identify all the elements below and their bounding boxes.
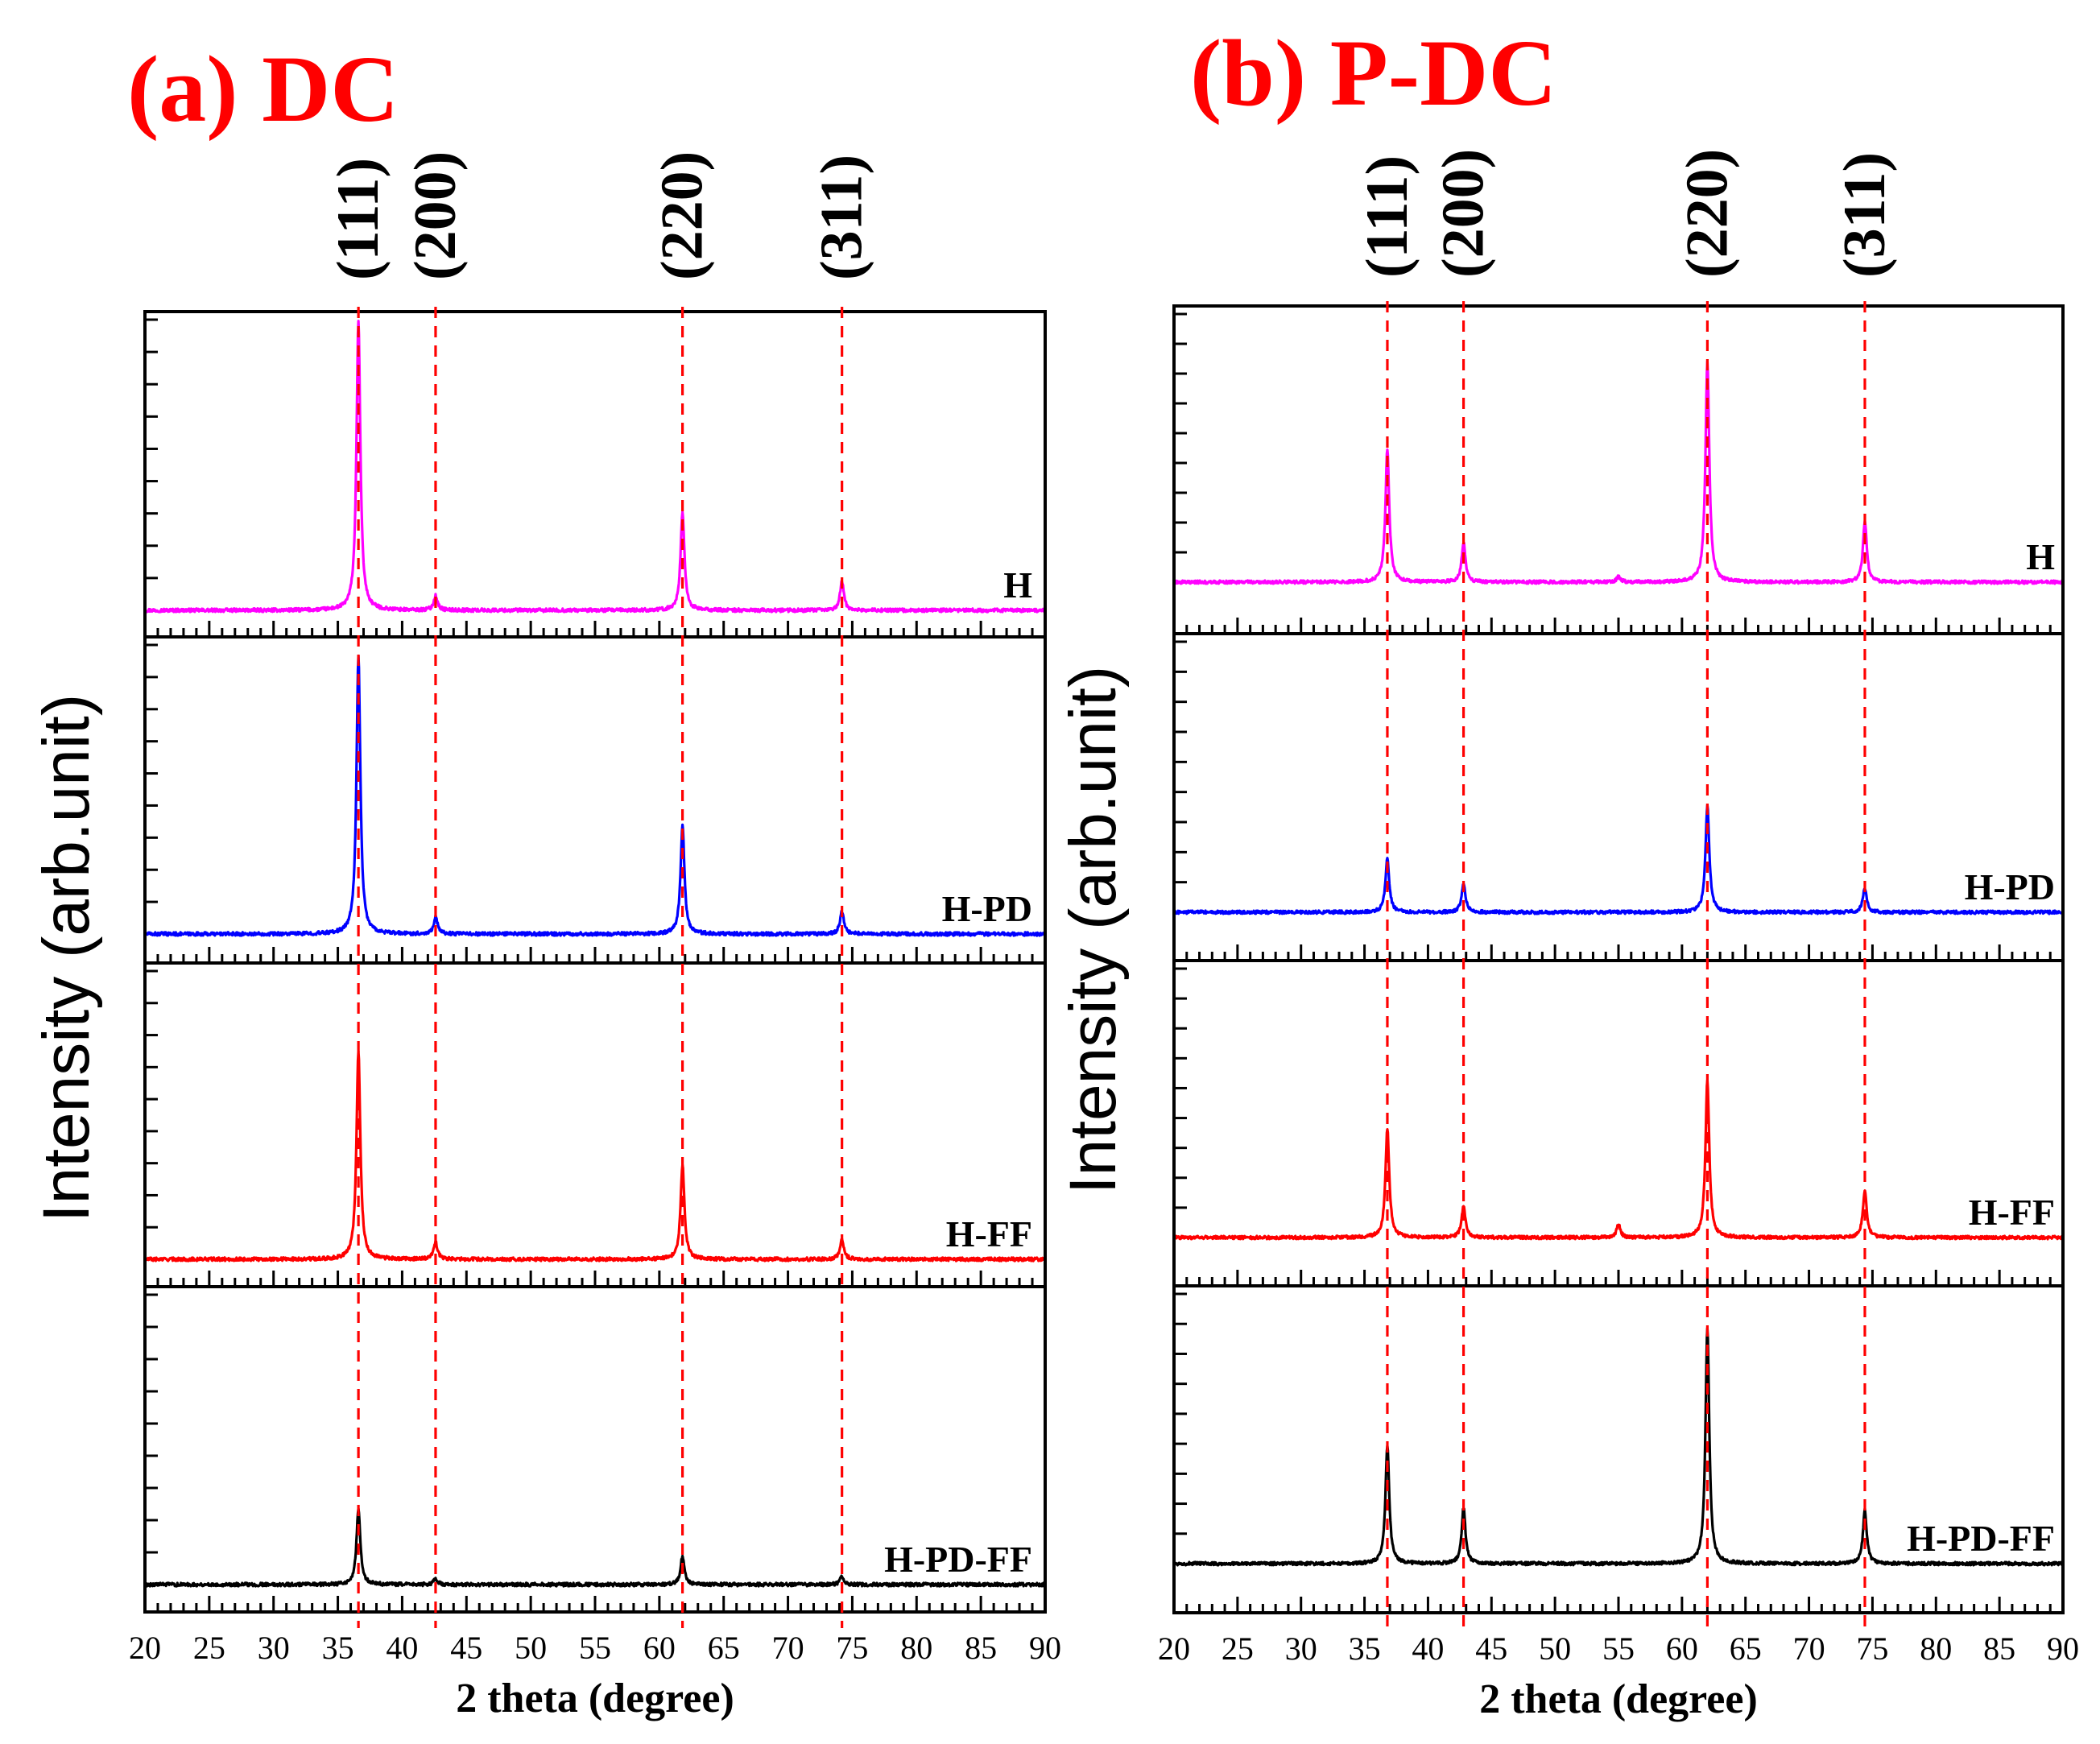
sample-label: H-FF: [1969, 1192, 2055, 1233]
plot-frame: [1172, 1284, 2065, 1614]
series-H: H: [143, 310, 1047, 639]
x-tick-label: 35: [1349, 1630, 1381, 1667]
sample-label: H-PD: [942, 888, 1032, 929]
x-tick-label: 50: [515, 1630, 547, 1666]
peak-label: (220): [650, 151, 716, 280]
x-tick-label: 40: [386, 1630, 418, 1666]
series-H-PD-FF: H-PD-FF: [143, 1285, 1047, 1614]
panel-title: (a) DC: [127, 36, 399, 142]
x-tick-label: 65: [1730, 1630, 1762, 1667]
x-tick-label: 25: [1222, 1630, 1254, 1667]
x-tick-label: 30: [1285, 1630, 1317, 1667]
x-tick-label: 80: [1920, 1630, 1952, 1667]
peak-label: (111): [1354, 155, 1420, 278]
x-tick-label: 90: [1029, 1630, 1061, 1666]
x-tick-label: 45: [1475, 1630, 1507, 1667]
peak-label: (220): [1674, 149, 1740, 278]
panel-a: (a) DC (111) (200) (220) (311) Intensity (arb…: [30, 36, 1061, 1721]
x-tick-label: 40: [1412, 1630, 1444, 1667]
sample-label: H-PD-FF: [884, 1539, 1032, 1580]
panel-title: (b) P-DC: [1190, 20, 1557, 126]
xrd-trace: [143, 654, 1046, 937]
x-tick-label: 75: [1856, 1630, 1888, 1667]
x-tick-label: 55: [1602, 1630, 1635, 1667]
series-H-PD-FF: H-PD-FF: [1172, 1284, 2065, 1614]
sample-label: H-FF: [946, 1213, 1032, 1254]
x-tick-label: 50: [1539, 1630, 1571, 1667]
x-tick-label: 75: [836, 1630, 868, 1666]
plot-frame: [143, 1285, 1047, 1614]
sample-label: H: [2026, 536, 2055, 577]
xrd-trace: [1172, 1327, 2065, 1567]
x-tick-label: 20: [129, 1630, 161, 1666]
xrd-trace: [143, 1050, 1047, 1263]
x-tick-label: 30: [258, 1630, 290, 1666]
x-axis-title: 2 theta (degree): [1479, 1676, 1758, 1722]
peak-label: (200): [1431, 149, 1497, 278]
x-tick-label: 70: [1793, 1630, 1825, 1667]
xrd-trace: [143, 320, 1047, 614]
sample-label: H: [1003, 564, 1032, 605]
x-tick-label: 20: [1158, 1630, 1190, 1667]
x-tick-label: 80: [900, 1630, 932, 1666]
peak-label: (111): [325, 158, 391, 280]
sample-label: H-PD: [1965, 866, 2055, 907]
x-tick-label: 60: [1666, 1630, 1698, 1667]
panel-b: (b) P-DC (111) (200) (220) (311) Intensity (a…: [1056, 20, 2079, 1722]
x-tick-label: 65: [708, 1630, 740, 1666]
peak-label: (200): [403, 151, 469, 280]
x-axis-title: 2 theta (degree): [456, 1676, 734, 1721]
x-tick-label: 55: [579, 1630, 611, 1666]
x-tick-label: 85: [965, 1630, 997, 1666]
x-tick-label: 25: [193, 1630, 225, 1666]
y-axis-title: Intensity (arb.unit): [30, 694, 103, 1222]
x-tick-label: 60: [643, 1630, 676, 1666]
xrd-trace: [143, 1507, 1046, 1588]
peak-label: (311): [1832, 152, 1898, 278]
x-tick-label: 35: [322, 1630, 354, 1666]
x-tick-label: 85: [1983, 1630, 2015, 1667]
xrd-trace: [1172, 1079, 2065, 1241]
x-tick-label: 90: [2047, 1630, 2079, 1667]
xrd-trace: [1172, 359, 2065, 585]
sample-label: H-PD-FF: [1907, 1518, 2055, 1559]
x-tick-label: 45: [450, 1630, 482, 1666]
x-tick-label: 70: [772, 1630, 804, 1666]
xrd-trace: [1172, 804, 2064, 915]
peak-label: (311): [809, 155, 875, 280]
y-axis-title: Intensity (arb.unit): [1056, 666, 1130, 1194]
